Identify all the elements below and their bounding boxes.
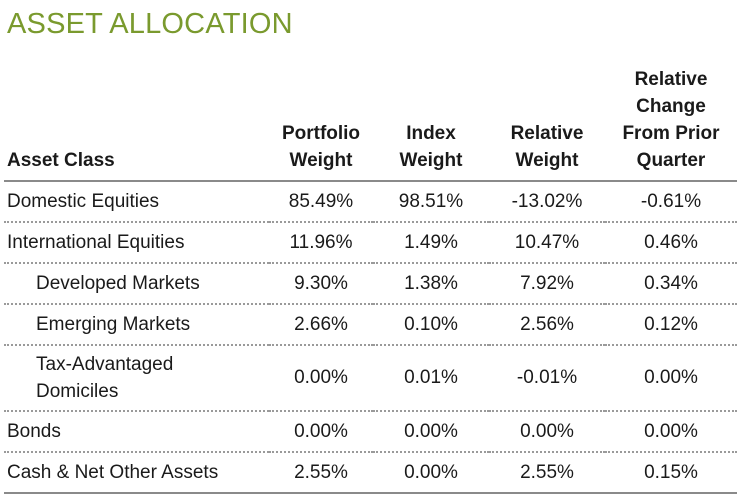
relative-change-cell: 0.00% — [605, 345, 737, 412]
portfolio-weight-cell: 0.00% — [269, 345, 373, 412]
table-row-emerging-markets: Emerging Markets 2.66% 0.10% 2.56% 0.12% — [4, 304, 737, 346]
relative-change-cell: 0.00% — [605, 411, 737, 453]
asset-class-cell: Domestic Equities — [4, 181, 269, 223]
relative-weight-cell: 10.47% — [489, 222, 605, 264]
relative-weight-cell: 2.55% — [489, 452, 605, 494]
header-portfolio-weight-line-2: Weight — [289, 150, 353, 171]
table-row-domestic-equities: Domestic Equities 85.49% 98.51% -13.02% … — [4, 181, 737, 223]
asset-class-line-1: Tax-Advantaged — [36, 354, 174, 375]
relative-weight-cell: 0.00% — [489, 411, 605, 453]
asset-class-cell: Cash & Net Other Assets — [4, 452, 269, 494]
header-index-weight: Index Weight — [373, 62, 489, 182]
header-relative-weight-line-2: Weight — [515, 150, 579, 171]
portfolio-weight-cell: 11.96% — [269, 222, 373, 264]
relative-change-cell: 0.34% — [605, 263, 737, 305]
index-weight-cell: 1.49% — [373, 222, 489, 264]
header-relative-weight: Relative Weight — [489, 62, 605, 182]
table-row-tax-advantaged-domiciles: Tax-Advantaged Domiciles 0.00% 0.01% -0.… — [4, 345, 737, 412]
header-index-weight-line-2: Weight — [399, 150, 463, 171]
header-relative-change-line-4: Quarter — [636, 150, 706, 171]
relative-weight-cell: 7.92% — [489, 263, 605, 305]
asset-class-line-2: Domiciles — [36, 381, 119, 402]
asset-class-cell: Bonds — [4, 411, 269, 453]
header-relative-weight-line-1: Relative — [510, 123, 584, 144]
header-portfolio-weight-line-1: Portfolio — [281, 123, 361, 144]
portfolio-weight-cell: 9.30% — [269, 263, 373, 305]
header-relative-change-line-3: From Prior — [622, 123, 720, 144]
asset-allocation-table: Asset Class Portfolio Weight Index Weigh… — [4, 62, 737, 494]
portfolio-weight-cell: 2.66% — [269, 304, 373, 346]
index-weight-cell: 0.00% — [373, 452, 489, 494]
table-row-cash-net-other-assets: Cash & Net Other Assets 2.55% 0.00% 2.55… — [4, 452, 737, 494]
relative-change-cell: -0.61% — [605, 181, 737, 223]
relative-change-cell: 0.46% — [605, 222, 737, 264]
index-weight-cell: 98.51% — [373, 181, 489, 223]
relative-change-cell: 0.12% — [605, 304, 737, 346]
relative-weight-cell: -0.01% — [489, 345, 605, 412]
asset-class-cell: International Equities — [4, 222, 269, 264]
asset-class-cell: Developed Markets — [4, 263, 269, 305]
index-weight-cell: 0.10% — [373, 304, 489, 346]
section-title: ASSET ALLOCATION — [7, 8, 293, 40]
portfolio-weight-cell: 0.00% — [269, 411, 373, 453]
relative-change-cell: 0.15% — [605, 452, 737, 494]
portfolio-weight-cell: 85.49% — [269, 181, 373, 223]
portfolio-weight-cell: 2.55% — [269, 452, 373, 494]
header-asset-class: Asset Class — [4, 62, 269, 182]
relative-weight-cell: 2.56% — [489, 304, 605, 346]
index-weight-cell: 0.01% — [373, 345, 489, 412]
index-weight-cell: 1.38% — [373, 263, 489, 305]
asset-class-cell: Emerging Markets — [4, 304, 269, 346]
header-portfolio-weight: Portfolio Weight — [269, 62, 373, 182]
index-weight-cell: 0.00% — [373, 411, 489, 453]
header-row: Asset Class Portfolio Weight Index Weigh… — [4, 62, 737, 182]
header-index-weight-line-1: Index — [406, 123, 456, 144]
table-row-international-equities: International Equities 11.96% 1.49% 10.4… — [4, 222, 737, 264]
header-relative-change-line-1: Relative — [634, 69, 708, 90]
asset-class-cell: Tax-Advantaged Domiciles — [4, 345, 269, 412]
header-asset-class-label: Asset Class — [7, 150, 115, 171]
header-relative-change: Relative Change From Prior Quarter — [605, 62, 737, 182]
table-row-developed-markets: Developed Markets 9.30% 1.38% 7.92% 0.34… — [4, 263, 737, 305]
header-relative-change-line-2: Change — [636, 96, 706, 117]
relative-weight-cell: -13.02% — [489, 181, 605, 223]
table-row-bonds: Bonds 0.00% 0.00% 0.00% 0.00% — [4, 411, 737, 453]
